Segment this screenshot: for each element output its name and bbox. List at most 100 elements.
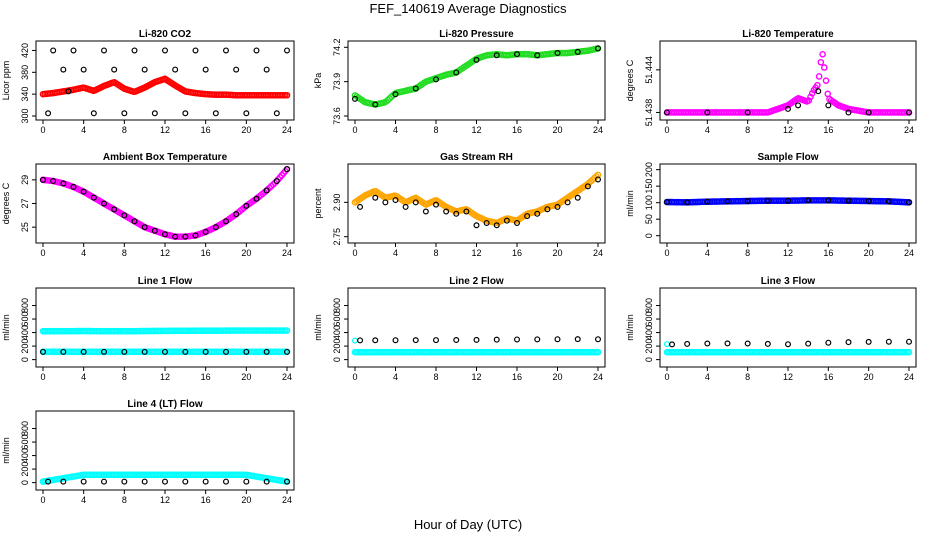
data-point xyxy=(865,338,872,345)
x-tick-label: 16 xyxy=(823,372,833,382)
x-tick-label: 20 xyxy=(552,372,562,382)
panel-9: Line 3 Flow ml/min 0 4 8 12 16 20 24 0 20040060080… xyxy=(625,276,917,382)
data-point xyxy=(819,50,826,58)
data-point xyxy=(192,232,199,239)
x-tick-label: 4 xyxy=(705,372,710,382)
x-tick-label: 16 xyxy=(823,248,833,258)
data-point xyxy=(473,336,480,343)
panel-title: Li-820 Temperature xyxy=(742,29,834,40)
y-tick-label: 100 xyxy=(644,195,654,210)
x-tick-label: 4 xyxy=(81,248,86,258)
data-layer xyxy=(39,471,291,485)
data-point xyxy=(392,91,399,98)
x-tick-label: 0 xyxy=(40,495,45,505)
x-tick-label: 20 xyxy=(241,125,251,135)
data-point xyxy=(243,110,250,117)
x-tick-label: 16 xyxy=(201,495,211,505)
data-point xyxy=(574,194,581,201)
data-point xyxy=(784,105,791,112)
data-layer xyxy=(351,171,602,229)
data-point xyxy=(39,176,46,183)
x-tick-label: 16 xyxy=(512,125,522,135)
data-point xyxy=(182,110,189,117)
data-point xyxy=(513,219,520,226)
data-point xyxy=(50,178,57,185)
y-tick-label: 50 xyxy=(644,214,654,224)
y-tick-label: 300 xyxy=(20,108,30,123)
series-1 xyxy=(663,50,913,116)
plot-frame xyxy=(347,163,606,244)
x-tick-label: 16 xyxy=(823,125,833,135)
series-1 xyxy=(39,75,291,99)
x-tick-label: 24 xyxy=(904,248,914,258)
data-point xyxy=(50,47,57,54)
data-point xyxy=(744,198,751,205)
panel-title: Line 3 Flow xyxy=(761,276,816,287)
data-point xyxy=(100,478,107,485)
y-tick-label: 0 xyxy=(20,357,30,362)
data-point xyxy=(392,197,399,204)
series-2 xyxy=(663,88,912,116)
x-tick-label: 0 xyxy=(664,125,669,135)
data-point xyxy=(80,478,87,485)
x-tick-label: 4 xyxy=(393,125,398,135)
panel-title: Sample Flow xyxy=(757,152,818,163)
data-point xyxy=(60,66,67,73)
data-point xyxy=(544,206,551,213)
data-layer xyxy=(351,336,602,356)
y-tick-label: 200 xyxy=(332,339,342,354)
data-point xyxy=(453,210,460,217)
data-point xyxy=(905,348,913,356)
x-tick-label: 4 xyxy=(81,372,86,382)
data-point xyxy=(825,339,832,346)
y-tick-label: 800 xyxy=(332,298,342,313)
x-tick-label: 24 xyxy=(904,125,914,135)
y-tick-label: 800 xyxy=(20,298,30,313)
data-point xyxy=(233,66,240,73)
x-tick-label: 12 xyxy=(783,372,793,382)
data-point xyxy=(574,336,581,343)
x-tick-label: 12 xyxy=(783,125,793,135)
x-tick-label: 12 xyxy=(471,125,481,135)
data-point xyxy=(483,219,490,226)
data-point xyxy=(131,218,138,225)
series-1 xyxy=(39,165,291,240)
series-1 xyxy=(351,45,602,108)
data-point xyxy=(433,337,440,344)
x-tick-label: 12 xyxy=(160,495,170,505)
y-tick-label: 73.6 xyxy=(332,107,342,125)
data-point xyxy=(412,199,419,206)
x-tick-label: 0 xyxy=(664,248,669,258)
data-point xyxy=(182,478,189,485)
x-tick-label: 0 xyxy=(352,248,357,258)
x-tick-label: 12 xyxy=(471,248,481,258)
data-point xyxy=(263,478,270,485)
data-point xyxy=(141,224,148,231)
x-tick-label: 24 xyxy=(282,125,292,135)
data-point xyxy=(534,52,541,59)
series-1 xyxy=(351,171,602,227)
data-point xyxy=(534,336,541,343)
y-tick-label: 400 xyxy=(20,448,30,463)
x-tick-label: 4 xyxy=(393,372,398,382)
data-point xyxy=(392,337,399,344)
x-tick-label: 24 xyxy=(593,248,603,258)
data-point xyxy=(534,210,541,217)
data-point xyxy=(121,348,128,355)
data-point xyxy=(284,348,291,355)
data-point xyxy=(704,340,711,347)
series-2 xyxy=(663,197,912,206)
panel-title: Line 2 Flow xyxy=(449,276,504,287)
x-tick-label: 8 xyxy=(122,125,127,135)
data-point xyxy=(111,206,118,213)
data-point xyxy=(663,109,670,116)
panel-title: Gas Stream RH xyxy=(440,152,513,163)
y-axis-label: percent xyxy=(313,188,323,219)
x-tick-label: 8 xyxy=(433,248,438,258)
data-point xyxy=(594,348,602,356)
x-tick-label: 8 xyxy=(745,372,750,382)
panel-title: Ambient Box Temperature xyxy=(103,152,228,163)
panel-title: Li-820 CO2 xyxy=(139,29,192,40)
series-1 xyxy=(663,348,913,356)
